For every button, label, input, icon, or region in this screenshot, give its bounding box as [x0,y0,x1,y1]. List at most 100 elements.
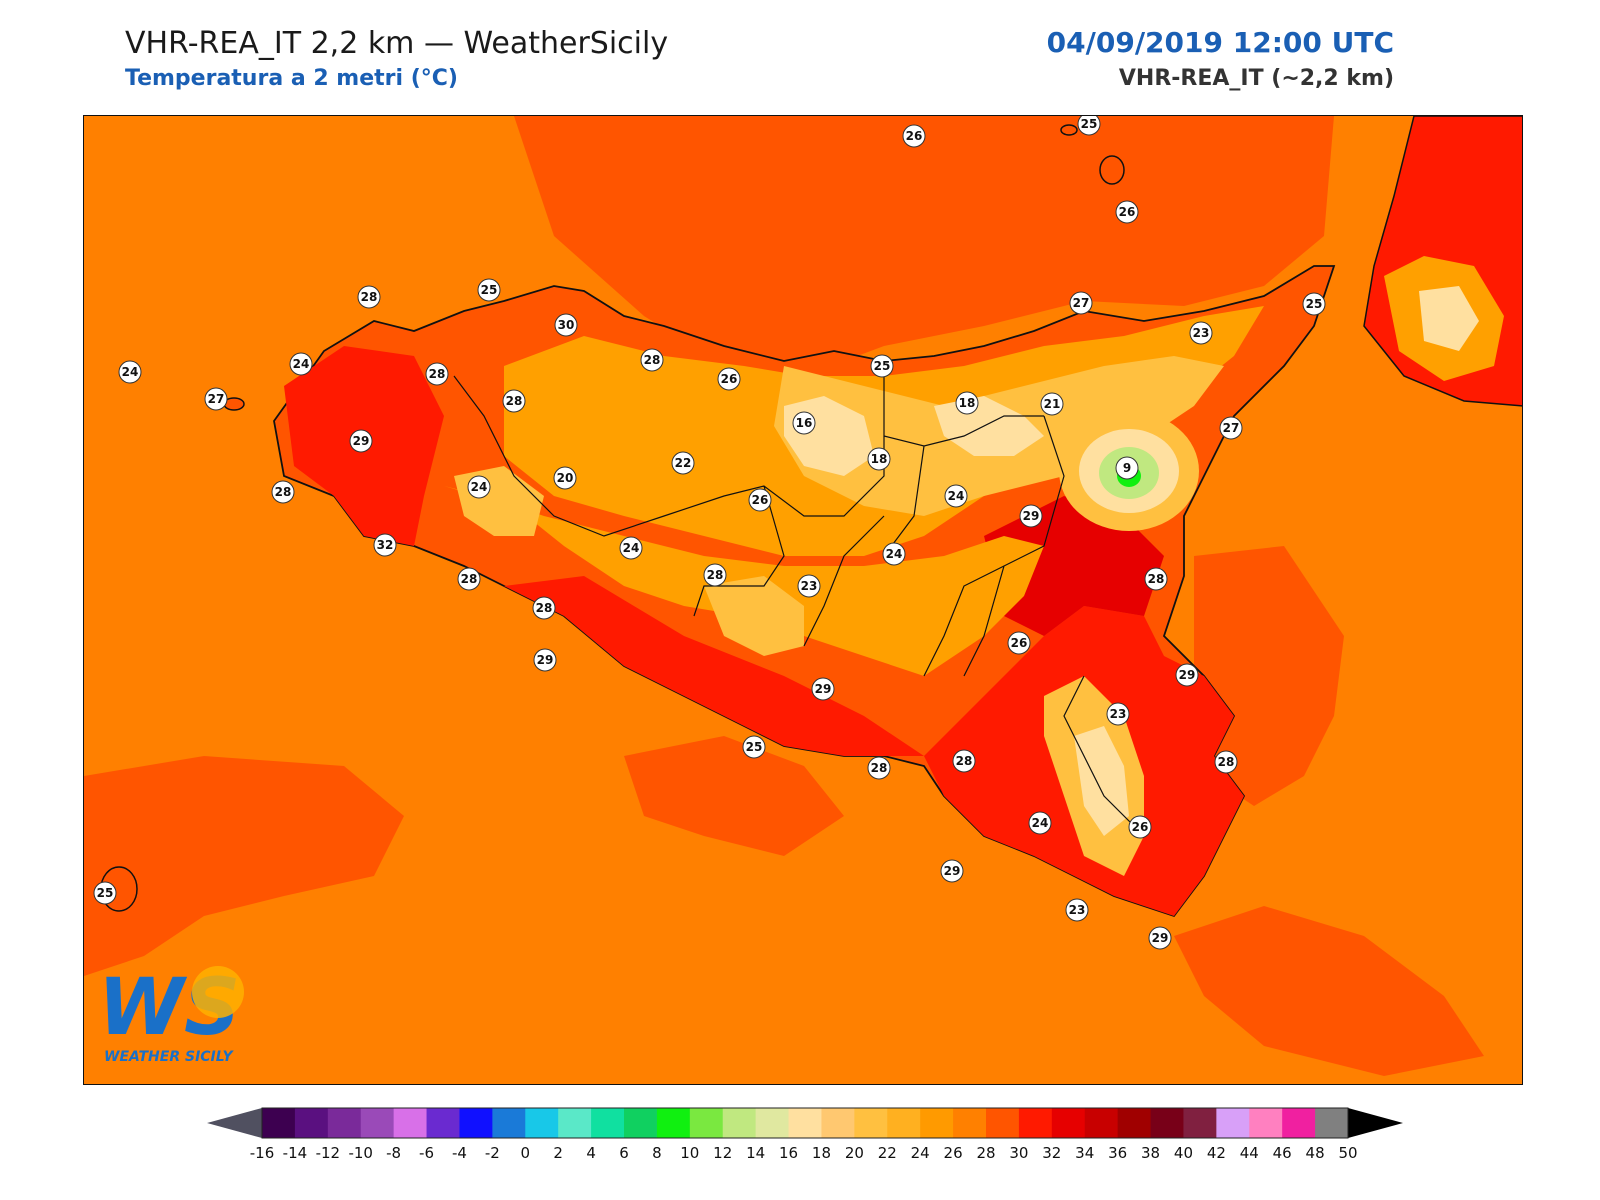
station-value: 28 [644,353,661,367]
colorbar-tick-label: 40 [1174,1144,1193,1162]
colorbar-cell [459,1108,493,1138]
colorbar-cell [953,1108,987,1138]
station-value: 25 [746,740,763,754]
station-value: 26 [1011,636,1028,650]
calabria-cooler [1419,286,1479,351]
station-value: 28 [429,367,446,381]
colorbar-tick-label: 26 [944,1144,963,1162]
station-temperature-label: 25 [1077,116,1101,136]
station-temperature-label: 23 [1106,702,1130,726]
station-marker [533,648,557,672]
station-value: 24 [886,547,903,561]
station-marker [797,574,821,598]
station-temperature-label: 28 [271,480,295,504]
station-value: 28 [707,568,724,582]
sea-warm-north [514,116,1334,376]
colorbar-tick-label: 16 [779,1144,798,1162]
colorbar-cell [624,1108,658,1138]
colorbar-tick-label: 34 [1075,1144,1094,1162]
station-value: 29 [1179,668,1196,682]
colorbar-tick-label: 48 [1306,1144,1325,1162]
station-marker [553,466,577,490]
station-value: 25 [1306,297,1323,311]
station-marker [1219,416,1243,440]
colorbar-cell [591,1108,625,1138]
station-value: 32 [377,538,394,552]
colorbar-tick-label: 0 [520,1144,530,1162]
aeolian-island-2 [1099,155,1125,185]
colorbar-cell [821,1108,855,1138]
station-marker [640,348,664,372]
sicily-hot-east [984,496,1164,636]
station-temperature-label: 29 [349,429,373,453]
colorbar-tick-label: 12 [713,1144,732,1162]
colorbar-tick-label: 2 [553,1144,563,1162]
station-temperature-label: 28 [502,389,526,413]
station-value: 22 [675,456,692,470]
province-borders [453,366,1145,837]
station-marker [671,451,695,475]
station-marker [1148,926,1172,950]
colorbar-tick-label: 36 [1108,1144,1127,1162]
station-temperature-label: 28 [867,756,891,780]
sea-warm-east [1194,546,1344,806]
colorbar-tick-label: -2 [485,1144,500,1162]
station-value: 27 [1073,296,1090,310]
colorbar-tick-label: 32 [1042,1144,1061,1162]
colorbar-cell [492,1108,526,1138]
station-value: 28 [361,290,378,304]
station-value: 27 [1223,421,1240,435]
station-value: 24 [122,365,139,379]
station-marker [870,354,894,378]
colorbar-tick-label: 6 [619,1144,629,1162]
station-marker [952,749,976,773]
station-marker [457,567,481,591]
colorbar-cell [1282,1108,1316,1138]
station-temperature-label: 28 [952,749,976,773]
station-value: 28 [956,754,973,768]
colorbar-frame [261,1107,1349,1139]
colorbar-over-arrow [1348,1108,1403,1138]
colorbar-tick-label: 24 [911,1144,930,1162]
station-marker [349,429,373,453]
station-temperature-label: 28 [1214,750,1238,774]
station-value: 23 [1193,326,1210,340]
logo-sun [192,966,244,1018]
colorbar-tick-labels: -16 -14 -12 -10 -8 -6 -4 -2 0 2 4 6 8 10 12 14 16 18 20 22 2… [250,1144,1358,1162]
station-marker [955,391,979,415]
station-temperature-label: 30 [554,313,578,337]
station-temperature-label: 25 [477,278,501,302]
station-marker [619,536,643,560]
station-marker [703,563,727,587]
valid-datetime: 04/09/2019 12:00 UTC [1046,26,1394,59]
station-temperature-label: 28 [457,567,481,591]
station-temperature-label: 28 [703,563,727,587]
colorbar-cells [207,1107,1403,1139]
station-temperature-label: 25 [1302,292,1326,316]
station-marker [357,285,381,309]
station-value: 28 [275,485,292,499]
station-temperature-label: 28 [640,348,664,372]
station-marker [748,488,772,512]
station-value: 24 [1032,816,1049,830]
station-temperature-label: 28 [425,362,449,386]
station-temperature-label: 16 [792,411,816,435]
station-temperature-label: 28 [1144,567,1168,591]
colorbar-tick-label: -14 [283,1144,308,1162]
colorbar-cell [1084,1108,1119,1138]
colorbar-tick-label: -6 [419,1144,434,1162]
station-temperature-label: 26 [1128,815,1152,839]
colorbar-cell [294,1108,329,1138]
station-value: 25 [97,886,114,900]
station-value: 23 [801,579,818,593]
station-labels: 26 25 26 28 25 30 27 25 23 24 24 28 28 26 25 27 28 18 21 29… [93,116,1326,950]
sicily-cooler-hyblaean [1074,726,1129,836]
station-temperature-label: 27 [204,387,228,411]
colorbar-tick-label: 44 [1240,1144,1259,1162]
station-marker [1115,200,1139,224]
station-marker [1189,321,1213,345]
colorbar-cell [722,1108,757,1138]
station-value: 29 [944,864,961,878]
station-temperature-label: 20 [553,466,577,490]
colorbar-cell [1216,1108,1250,1138]
